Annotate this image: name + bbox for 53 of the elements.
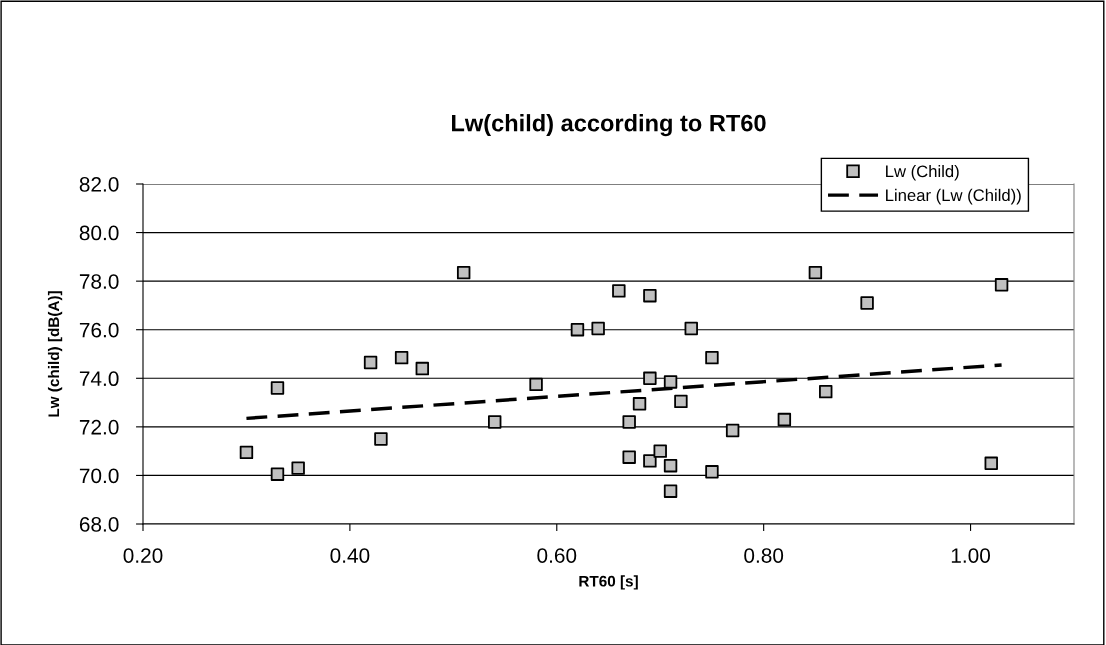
point xyxy=(705,465,719,479)
point xyxy=(415,361,430,376)
point xyxy=(808,265,823,280)
y-tick-label: 70.0 xyxy=(79,468,119,484)
point xyxy=(643,454,657,468)
point xyxy=(684,321,698,336)
y-tick-label: 72.0 xyxy=(79,419,119,435)
point xyxy=(819,384,833,399)
x-tick-label: 1.00 xyxy=(951,548,991,563)
y-axis-title: Lw (child) [dB(A)] xyxy=(47,291,63,417)
point xyxy=(529,377,543,392)
y-tick-label: 76.0 xyxy=(79,322,119,338)
point xyxy=(705,350,719,365)
point xyxy=(591,321,605,336)
point xyxy=(239,445,254,460)
x-tick-label: 0.80 xyxy=(744,548,784,563)
point xyxy=(612,284,626,298)
point xyxy=(725,423,740,438)
point xyxy=(622,415,636,429)
point xyxy=(632,397,647,411)
point xyxy=(394,350,409,365)
point xyxy=(984,456,998,471)
y-tick-label: 82.0 xyxy=(79,177,119,192)
y-tick-label: 78.0 xyxy=(79,274,119,289)
x-tick-label: 0.60 xyxy=(537,548,577,563)
point xyxy=(674,394,688,409)
point xyxy=(777,412,792,427)
legend-label: Lw (Child) xyxy=(886,165,959,181)
legend-label: Linear (Lw (Child)) xyxy=(886,188,1021,205)
y-tick-label: 74.0 xyxy=(79,371,119,387)
point xyxy=(663,484,678,498)
point xyxy=(270,467,285,481)
point xyxy=(270,381,285,395)
point xyxy=(994,278,1009,292)
point xyxy=(663,375,678,389)
point xyxy=(663,458,678,473)
point xyxy=(653,444,667,458)
point xyxy=(291,461,305,475)
point xyxy=(374,432,388,446)
point xyxy=(643,288,657,303)
y-tick-label: 68.0 xyxy=(79,517,119,532)
point xyxy=(363,355,378,370)
point xyxy=(860,296,874,310)
point xyxy=(487,415,502,429)
chart-title: Lw(child) according to RT60 xyxy=(452,114,766,137)
point xyxy=(643,371,657,386)
x-axis-title: RT60 [s] xyxy=(579,575,638,590)
point xyxy=(622,450,636,464)
point xyxy=(570,322,585,337)
x-tick-label: 0.20 xyxy=(123,548,163,563)
x-tick-label: 0.40 xyxy=(330,548,370,563)
point xyxy=(456,265,471,280)
y-tick-label: 80.0 xyxy=(79,225,119,241)
